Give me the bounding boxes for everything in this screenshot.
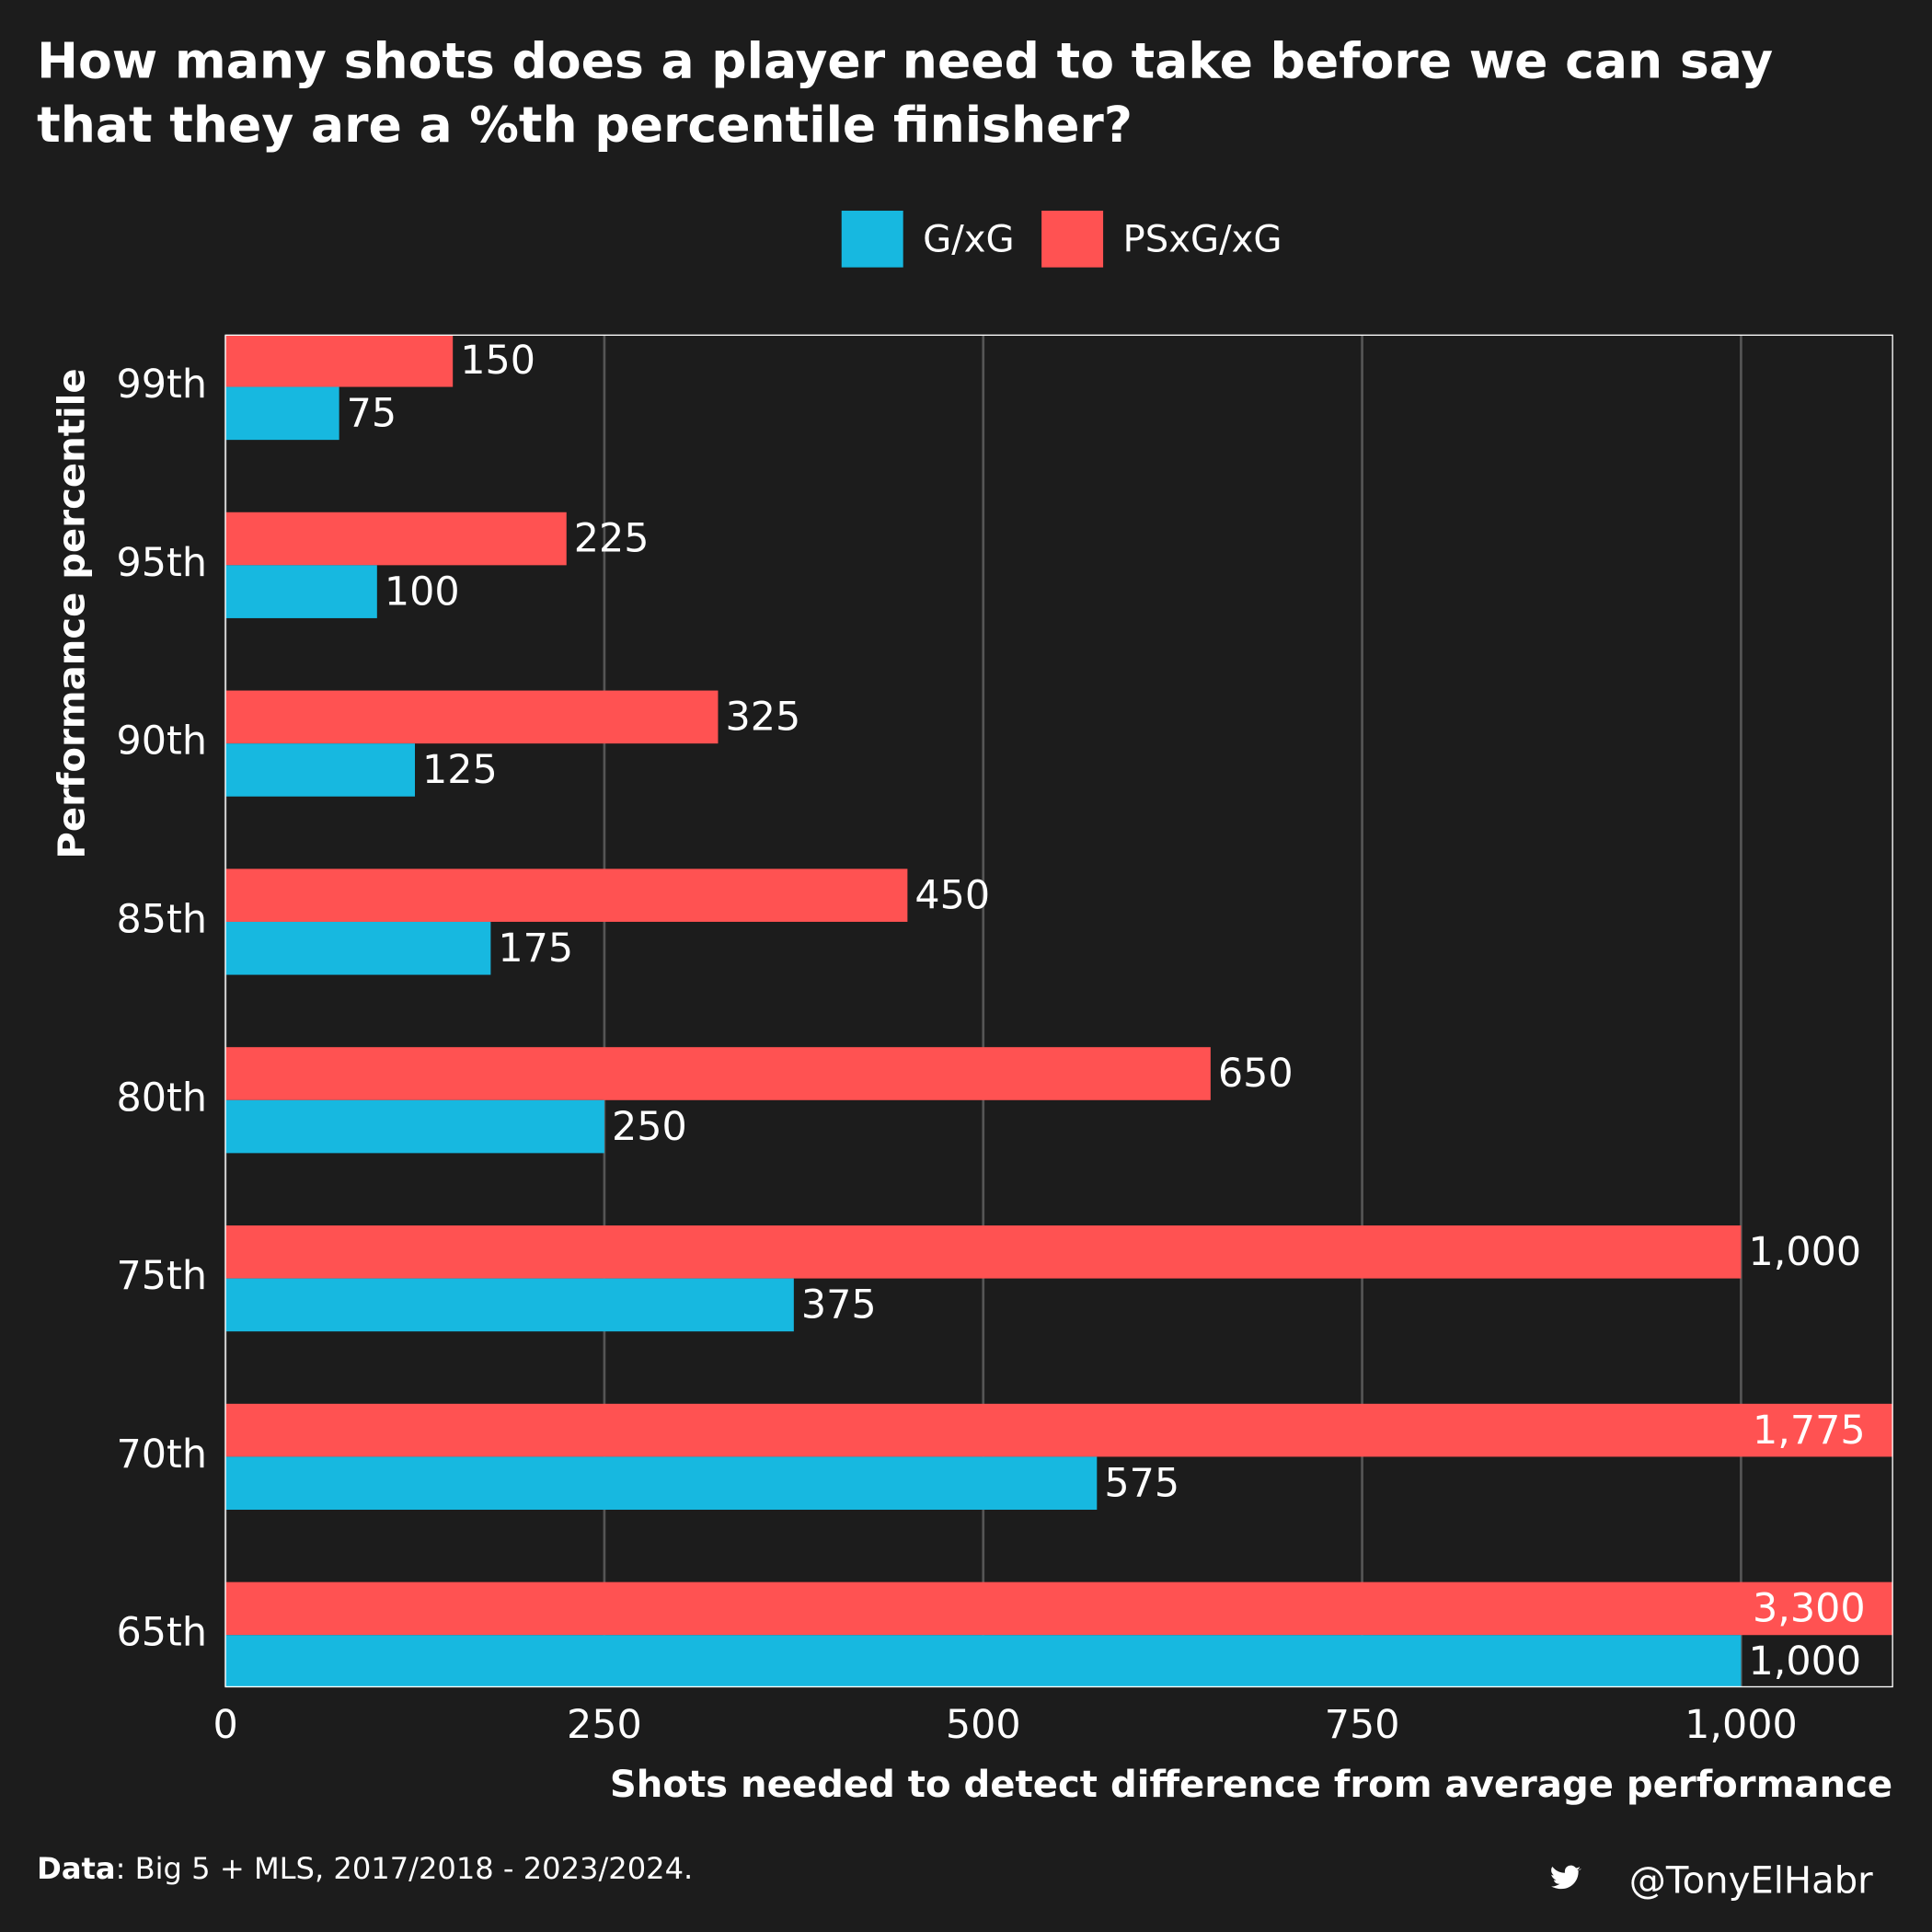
value-label: 1,000 xyxy=(1748,1229,1861,1275)
value-label: 450 xyxy=(914,872,990,918)
bar xyxy=(225,868,908,922)
y-tick-label: 80th xyxy=(117,1075,207,1121)
legend-swatch xyxy=(841,211,903,268)
caption-text: : Big 5 + MLS, 2017/2018 - 2023/2024. xyxy=(116,1851,694,1886)
bar xyxy=(225,1456,1098,1511)
value-label: 375 xyxy=(801,1282,877,1328)
twitter-icon xyxy=(1551,1865,1581,1890)
caption: Data: Big 5 + MLS, 2017/2018 - 2023/2024… xyxy=(37,1851,693,1886)
bar xyxy=(225,1225,1742,1279)
bar xyxy=(225,743,416,797)
bar xyxy=(225,565,377,618)
value-label: 175 xyxy=(498,926,573,972)
value-label: 250 xyxy=(612,1104,687,1150)
bar xyxy=(225,1635,1742,1687)
plot-border xyxy=(224,334,1893,1688)
value-label: 575 xyxy=(1104,1460,1179,1506)
value-label: 150 xyxy=(460,338,535,384)
chart-title: that they are a %th percentile finisher? xyxy=(37,96,1133,154)
bar xyxy=(225,1278,794,1332)
x-tick-label: 750 xyxy=(1325,1702,1400,1748)
value-label: 1,775 xyxy=(1753,1408,1866,1454)
x-axis-label: Shots needed to detect difference from a… xyxy=(610,1764,1892,1806)
value-label: 1,000 xyxy=(1748,1639,1861,1685)
bar xyxy=(225,1581,1893,1636)
legend-label: G/xG xyxy=(923,219,1015,261)
y-tick-label: 70th xyxy=(117,1432,207,1478)
chart-title: How many shots does a player need to tak… xyxy=(37,31,1773,89)
legend-swatch xyxy=(1041,211,1104,268)
bars xyxy=(225,335,1893,1687)
value-label: 325 xyxy=(726,695,801,741)
legend-label: PSxG/xG xyxy=(1123,219,1282,261)
bar xyxy=(225,512,567,566)
value-label: 650 xyxy=(1218,1051,1294,1097)
bar xyxy=(225,335,454,387)
bar xyxy=(225,1403,1893,1457)
caption-label: Data xyxy=(37,1851,115,1886)
x-tick-label: 500 xyxy=(946,1702,1021,1748)
y-tick-label: 85th xyxy=(117,896,207,942)
x-tick-label: 1,000 xyxy=(1685,1702,1798,1748)
y-axis-label: Performance percentile xyxy=(51,368,93,858)
x-tick-label: 250 xyxy=(567,1702,642,1748)
value-label: 125 xyxy=(422,747,498,793)
bar xyxy=(225,1099,604,1154)
bar xyxy=(225,921,491,975)
value-label: 100 xyxy=(385,569,460,615)
handle: @TonyElHabr xyxy=(1629,1859,1873,1902)
bar xyxy=(225,386,339,441)
y-tick-label: 75th xyxy=(117,1253,207,1299)
value-label: 3,300 xyxy=(1753,1586,1866,1632)
value-label: 75 xyxy=(347,391,397,437)
y-tick-label: 65th xyxy=(117,1610,207,1656)
bar xyxy=(225,1047,1211,1100)
y-tick-label: 90th xyxy=(117,719,207,765)
y-tick-label: 95th xyxy=(117,540,207,586)
y-tick-label: 99th xyxy=(117,362,207,408)
x-tick-label: 0 xyxy=(213,1702,237,1748)
value-label: 225 xyxy=(574,516,650,562)
bar xyxy=(225,690,719,744)
